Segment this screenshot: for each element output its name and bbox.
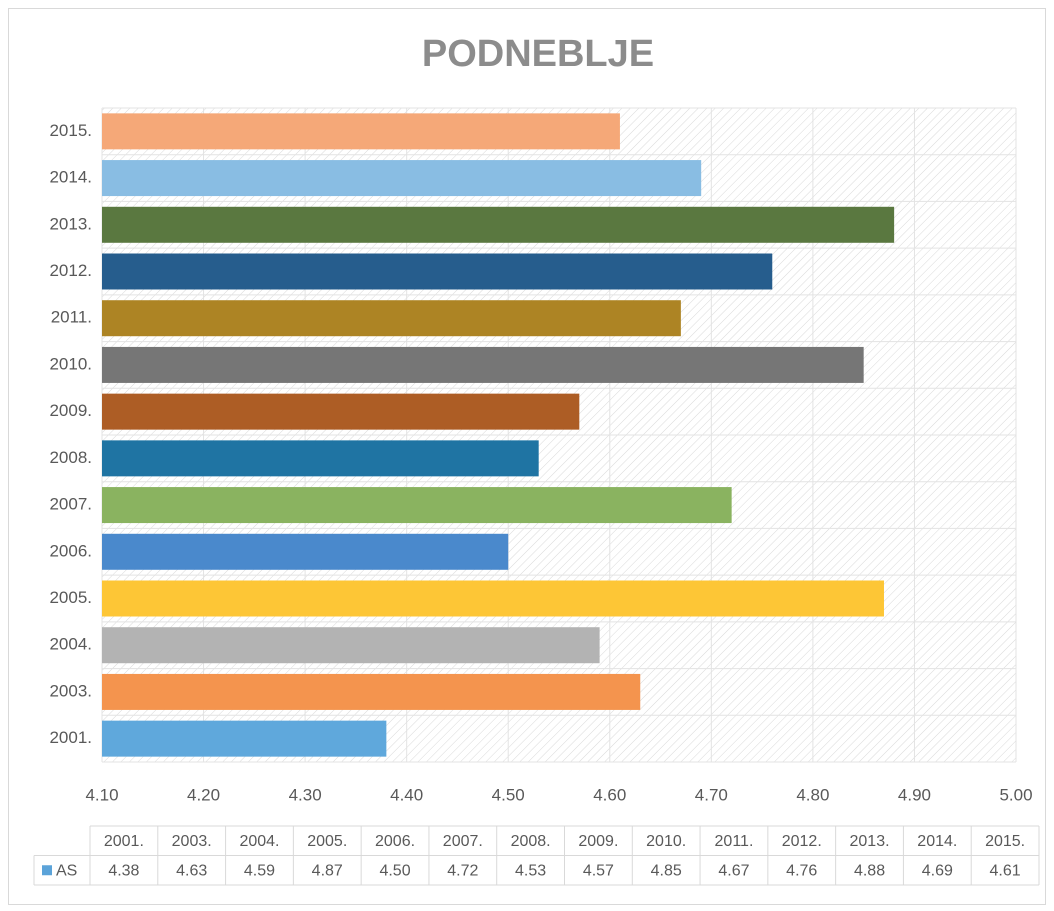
y-tick-label: 2012.: [49, 261, 92, 280]
bar: [102, 346, 864, 383]
y-tick-label: 2008.: [49, 448, 92, 467]
x-tick-label: 4.70: [695, 785, 728, 804]
y-tick-label: 2007.: [49, 495, 92, 514]
bar: [102, 673, 641, 710]
table-header: 2015.: [985, 833, 1025, 850]
bar: [102, 440, 539, 477]
y-tick-label: 2013.: [49, 214, 92, 233]
table-header: 2009.: [578, 833, 618, 850]
table-header: 2003.: [172, 833, 212, 850]
bar: [102, 580, 884, 617]
legend-label: AS: [56, 862, 77, 879]
table-header: 2007.: [443, 833, 483, 850]
table-value: 4.69: [922, 862, 953, 879]
table-header: 2006.: [375, 833, 415, 850]
x-tick-label: 4.10: [85, 785, 118, 804]
y-tick-label: 2011.: [51, 308, 92, 327]
y-tick-label: 2014.: [49, 168, 92, 187]
bar: [102, 160, 702, 197]
x-tick-label: 4.90: [898, 785, 931, 804]
bar: [102, 300, 681, 337]
y-tick-label: 2009.: [49, 401, 92, 420]
y-tick-label: 2003.: [49, 681, 92, 700]
x-tick-label: 4.80: [796, 785, 829, 804]
bar: [102, 393, 580, 430]
table-value: 4.85: [651, 862, 682, 879]
table-value: 4.72: [447, 862, 478, 879]
y-tick-label: 2006.: [49, 541, 92, 560]
y-tick-label: 2010.: [49, 354, 92, 373]
bar: [102, 113, 620, 150]
table-header: 2004.: [239, 833, 279, 850]
table-value: 4.57: [583, 862, 614, 879]
x-tick-label: 4.50: [492, 785, 525, 804]
bar: [102, 253, 773, 290]
bar: [102, 206, 895, 243]
table-header: 2011.: [715, 833, 754, 850]
x-tick-label: 4.20: [187, 785, 220, 804]
y-tick-label: 2005.: [49, 588, 92, 607]
y-tick-label: 2015.: [49, 121, 92, 140]
table-header: 2008.: [511, 833, 551, 850]
table-value: 4.76: [786, 862, 817, 879]
x-tick-label: 4.60: [593, 785, 626, 804]
bar: [102, 720, 387, 757]
bar: [102, 627, 600, 664]
table-value: 4.88: [854, 862, 885, 879]
bar: [102, 487, 732, 524]
table-header: 2005.: [307, 833, 347, 850]
table-header: 2012.: [782, 833, 822, 850]
x-tick-label: 5.00: [999, 785, 1032, 804]
table-header: 2013.: [850, 833, 890, 850]
table-value: 4.50: [379, 862, 410, 879]
chart-title: PODNEBLJE: [422, 33, 654, 75]
table-value: 4.53: [515, 862, 546, 879]
table-value: 4.87: [312, 862, 343, 879]
table-value: 4.67: [718, 862, 749, 879]
bar: [102, 533, 509, 570]
table-value: 4.38: [108, 862, 139, 879]
x-tick-label: 4.30: [289, 785, 322, 804]
table-value: 4.59: [244, 862, 275, 879]
legend-key: [42, 865, 52, 876]
table-value: 4.61: [990, 862, 1021, 879]
table-header: 2010.: [646, 833, 686, 850]
table-header: 2001.: [104, 833, 144, 850]
y-tick-label: 2004.: [49, 635, 92, 654]
table-header: 2014.: [917, 833, 957, 850]
table-value: 4.63: [176, 862, 207, 879]
x-tick-label: 4.40: [390, 785, 423, 804]
y-tick-label: 2001.: [49, 728, 92, 747]
